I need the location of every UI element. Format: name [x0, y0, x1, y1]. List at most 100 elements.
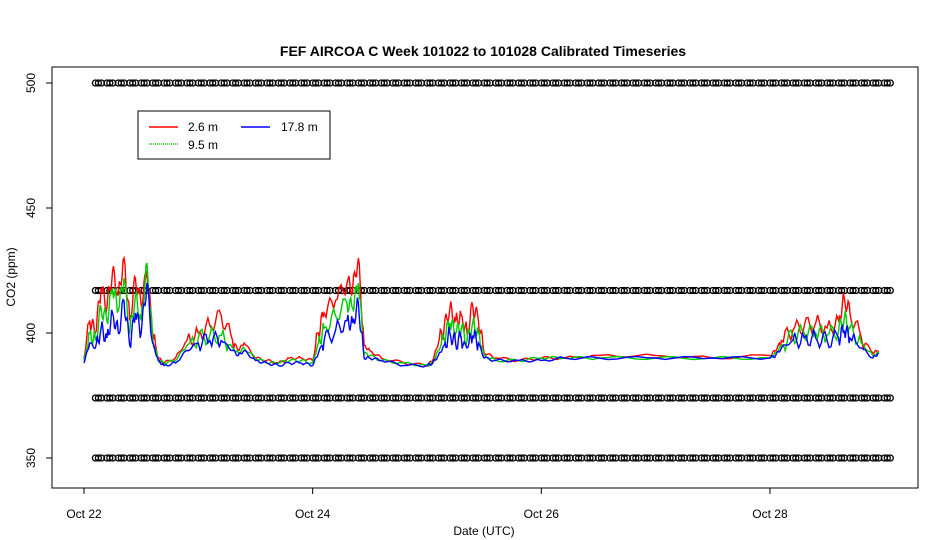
calibration-marker	[243, 286, 251, 295]
calibration-marker	[277, 454, 285, 462]
calibration-marker	[94, 79, 103, 87]
x-tick-label-0: Oct 22	[66, 507, 102, 521]
calibration-marker	[620, 394, 628, 402]
y-tick-label-450: 450	[24, 198, 38, 218]
calibration-marker	[129, 454, 137, 462]
calibration-marker	[586, 394, 594, 402]
calibration-marker	[163, 79, 171, 87]
calibration-marker	[174, 286, 183, 295]
y-axis-label: CO2 (ppm)	[4, 247, 18, 306]
calibration-marker	[654, 79, 663, 87]
calibration-marker	[815, 286, 823, 295]
calibration-marker	[586, 454, 594, 462]
calibration-marker	[163, 394, 171, 402]
calibration-marker	[886, 79, 894, 87]
calibration-marker	[209, 394, 217, 402]
calibration-marker	[323, 454, 331, 462]
calibration-marker	[151, 79, 160, 87]
calibration-marker	[106, 79, 114, 87]
calibration-marker	[369, 79, 377, 87]
calibration-marker	[426, 454, 434, 462]
calibration-marker	[757, 394, 766, 402]
calibration-marker	[597, 79, 606, 87]
calibration-marker	[277, 394, 285, 402]
calibration-marker	[643, 454, 651, 462]
calibration-marker	[140, 454, 148, 462]
calibration-marker	[266, 286, 274, 295]
calibration-marker	[586, 286, 594, 295]
calibration-marker	[311, 79, 320, 87]
x-tick-label-6: Oct 28	[752, 507, 788, 521]
calibration-marker	[886, 394, 894, 402]
calibration-marker	[106, 454, 114, 462]
calibration-marker	[300, 286, 308, 295]
calibration-marker	[437, 454, 446, 462]
calibration-marker	[883, 394, 891, 402]
calibration-marker	[780, 454, 789, 462]
calibration-marker	[837, 394, 846, 402]
calibration-marker	[163, 286, 171, 295]
calibration-marker	[483, 394, 491, 402]
calibration-marker	[597, 394, 606, 402]
calibration-marker	[243, 79, 251, 87]
calibration-marker	[174, 394, 183, 402]
calibration-marker	[414, 286, 423, 295]
y-tick-label-350: 350	[24, 448, 38, 468]
calibration-marker	[609, 79, 617, 87]
calibration-marker	[563, 79, 571, 87]
calibration-marker	[186, 394, 194, 402]
calibration-marker	[654, 454, 663, 462]
calibration-marker	[334, 394, 343, 402]
calibration-marker	[289, 394, 297, 402]
calibration-marker	[494, 286, 503, 295]
calibration-marker	[769, 394, 777, 402]
chart-title: FEF AIRCOA C Week 101022 to 101028 Calib…	[280, 43, 686, 59]
calibration-marker	[517, 286, 526, 295]
calibration-marker	[563, 394, 571, 402]
calibration-marker	[746, 454, 754, 462]
calibration-marker	[529, 79, 537, 87]
calibration-marker	[494, 454, 503, 462]
calibration-marker	[735, 394, 743, 402]
calibration-marker	[769, 79, 777, 87]
calibration-marker	[392, 286, 400, 295]
calibration-marker	[506, 286, 514, 295]
calibration-marker	[140, 394, 148, 402]
calibration-marker	[483, 79, 491, 87]
calibration-marker	[735, 286, 743, 295]
calibration-marker	[266, 79, 274, 87]
calibration-marker	[666, 454, 674, 462]
legend: 2.6 m 9.5 m 17.8 m	[137, 110, 331, 160]
calibration-marker	[323, 79, 331, 87]
calibration-marker	[403, 79, 411, 87]
calibration-marker	[886, 454, 894, 462]
calibration-marker	[426, 394, 434, 402]
plot-area-frame	[51, 66, 919, 489]
calibration-marker	[860, 454, 869, 462]
calibration-marker	[609, 286, 617, 295]
calibration-marker	[792, 79, 800, 87]
calibration-marker	[826, 79, 834, 87]
calibration-marker	[254, 286, 263, 295]
calibration-marker	[300, 79, 308, 87]
calibration-marker	[231, 286, 240, 295]
calibration-marker	[231, 394, 240, 402]
calibration-marker	[632, 454, 640, 462]
calibration-marker	[723, 286, 731, 295]
calibration-marker	[231, 454, 240, 462]
calibration-marker	[792, 454, 800, 462]
calibration-markers	[91, 79, 894, 462]
calibration-marker	[106, 394, 114, 402]
calibration-marker	[860, 286, 869, 295]
calibration-marker	[460, 286, 468, 295]
calibration-marker	[666, 394, 674, 402]
calibration-marker	[815, 454, 823, 462]
calibration-marker	[414, 394, 423, 402]
calibration-marker	[780, 394, 789, 402]
calibration-marker	[632, 286, 640, 295]
calibration-marker	[860, 394, 869, 402]
calibration-marker	[163, 454, 171, 462]
calibration-marker	[860, 79, 869, 87]
calibration-marker	[666, 286, 674, 295]
